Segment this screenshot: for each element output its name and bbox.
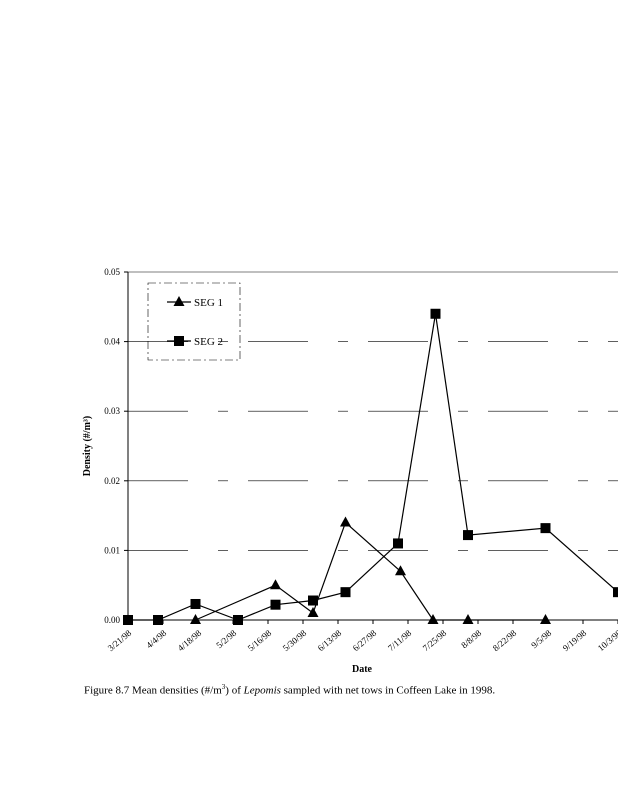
x-tick-label: 3/21/98 <box>106 628 134 654</box>
legend-label: SEG 2 <box>194 336 223 348</box>
triangle-marker <box>395 565 406 576</box>
x-ticks: 3/21/98 4/4/98 4/18/98 5/2/98 5/16/98 5/30/98… <box>106 620 618 653</box>
series-seg-2 <box>123 308 618 625</box>
square-marker <box>123 615 133 625</box>
x-tick-label: 7/25/98 <box>421 628 449 654</box>
chart: 0.00 0.01 0.02 0.03 0.04 0.05 3/21/98 4/4/98 4/… <box>82 267 618 675</box>
triangle-marker <box>462 614 474 624</box>
triangle-marker <box>540 614 551 624</box>
y-axis-label: Density (#/m³) <box>82 416 93 477</box>
y-ticks: 0.00 0.01 0.02 0.03 0.04 0.05 <box>104 267 128 625</box>
y-tick-label: 0.03 <box>104 406 120 416</box>
y-tick-label: 0.04 <box>104 337 120 347</box>
x-axis-label: Date <box>352 664 373 675</box>
x-tick-label: 4/4/98 <box>144 628 168 651</box>
series-seg-1 <box>190 516 551 624</box>
x-tick-label: 6/13/98 <box>316 628 344 654</box>
gridlines <box>128 271 618 551</box>
triangle-marker <box>307 607 319 618</box>
triangle-marker <box>427 614 439 624</box>
square-marker <box>174 336 184 346</box>
x-tick-label: 10/3/98 <box>596 628 618 654</box>
square-marker <box>153 615 163 625</box>
series <box>123 308 618 625</box>
legend: SEG 1 SEG 2 <box>147 282 241 361</box>
x-tick-label: 8/22/98 <box>491 628 519 654</box>
square-marker <box>190 598 201 609</box>
square-marker <box>340 587 351 598</box>
square-marker <box>613 587 618 598</box>
square-marker <box>233 615 243 625</box>
y-tick-label: 0.02 <box>104 476 120 486</box>
series-line <box>128 313 618 621</box>
y-tick-label: 0.01 <box>104 545 120 555</box>
y-tick-label: 0.05 <box>104 267 120 277</box>
x-tick-label: 4/18/98 <box>176 628 204 654</box>
x-tick-label: 6/27/98 <box>351 628 379 654</box>
series-line <box>195 521 546 621</box>
square-marker <box>270 599 281 610</box>
legend-entry: SEG 1 <box>167 296 223 309</box>
x-tick-label: 8/8/98 <box>459 628 483 651</box>
legend-box <box>147 282 241 361</box>
y-tick-label: 0.00 <box>104 615 120 625</box>
x-tick-label: 5/2/98 <box>214 628 238 651</box>
x-tick-label: 9/5/98 <box>529 628 553 651</box>
legend-entry: SEG 2 <box>167 336 223 348</box>
triangle-marker <box>173 296 185 306</box>
square-marker <box>393 538 403 549</box>
legend-label: SEG 1 <box>194 297 223 309</box>
square-marker <box>540 523 551 534</box>
square-marker <box>308 595 318 606</box>
x-tick-label: 5/30/98 <box>281 628 309 654</box>
x-tick-label: 5/16/98 <box>246 628 274 654</box>
figure-caption: Figure 8.7 Mean densities (#/m3) of Lepo… <box>84 683 496 697</box>
triangle-marker <box>270 579 281 590</box>
axes <box>127 272 618 621</box>
x-tick-label: 9/19/98 <box>561 628 589 654</box>
triangle-marker <box>340 516 351 527</box>
x-tick-label: 7/11/98 <box>386 628 414 653</box>
triangle-marker <box>190 614 201 624</box>
square-marker <box>463 530 473 541</box>
square-marker <box>430 308 441 319</box>
